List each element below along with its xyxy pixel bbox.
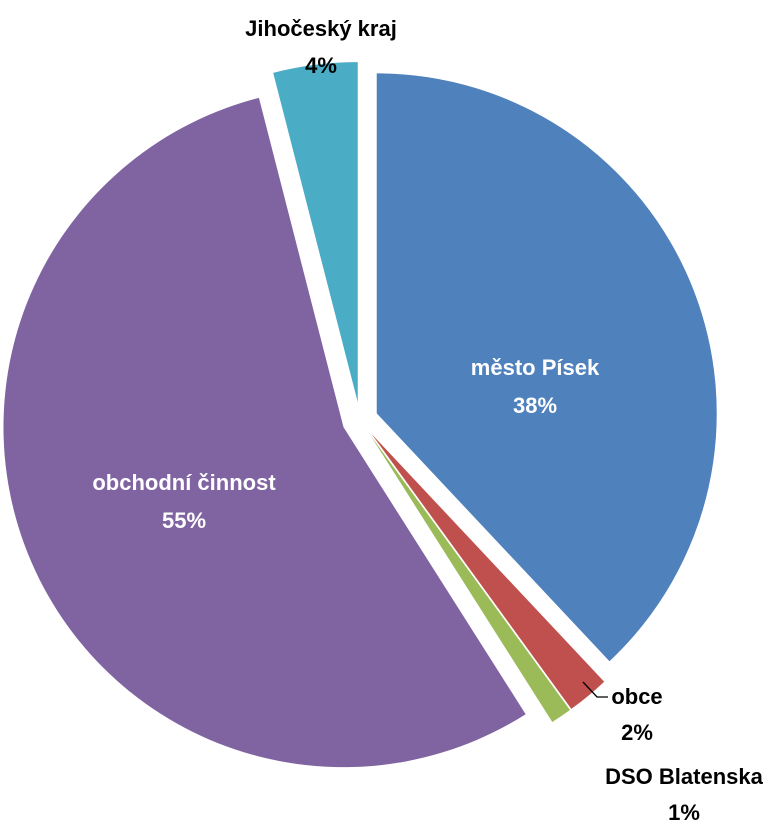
slice-label-mesto-pisek: město Písek <box>471 355 600 380</box>
slice-value-mesto-pisek: 38% <box>513 393 557 418</box>
slice-jihocesky-kraj <box>273 62 358 403</box>
pie-slices <box>3 62 717 768</box>
slice-value-obce: 2% <box>621 720 653 745</box>
leader-line-obce <box>582 681 608 698</box>
slice-label-obce: obce <box>611 684 662 709</box>
slice-label-jihocesky-kraj: Jihočeský kraj <box>245 16 397 41</box>
slice-value-jihocesky-kraj: 4% <box>305 53 337 78</box>
slice-dso-blatenska <box>370 434 570 722</box>
slice-label-obchodni-cinnost: obchodní činnost <box>92 470 276 495</box>
slice-mesto-pisek <box>376 73 717 662</box>
slice-obce <box>371 433 605 709</box>
slice-obchodni-cinnost <box>3 97 526 768</box>
slice-value-dso-blatenska: 1% <box>668 800 700 825</box>
slice-label-dso-blatenska: DSO Blatenska <box>605 764 763 789</box>
slice-value-obchodni-cinnost: 55% <box>162 508 206 533</box>
